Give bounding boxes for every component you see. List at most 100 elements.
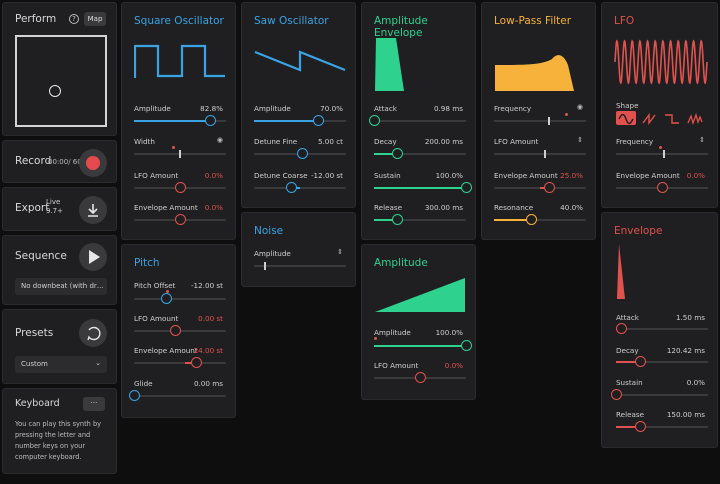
- slider-knob[interactable]: [205, 115, 217, 126]
- eye-icon[interactable]: ◉: [576, 103, 583, 111]
- slider-knob[interactable]: [657, 182, 668, 193]
- filter-env-value: 25.0%: [560, 171, 583, 180]
- slider-knob[interactable]: [170, 325, 182, 336]
- slider-knob[interactable]: [175, 182, 186, 193]
- frequency-slider[interactable]: [494, 116, 586, 126]
- decay-slider[interactable]: [374, 148, 466, 159]
- pitch-panel: Pitch Pitch Offset -12.00 st LFO Amount …: [121, 244, 236, 418]
- help-icon[interactable]: ?: [69, 14, 79, 24]
- sequence-select[interactable]: No downbeat (with dr…: [15, 278, 107, 295]
- record-button[interactable]: [79, 149, 107, 177]
- sustain-slider[interactable]: [374, 182, 472, 193]
- slider-knob[interactable]: [415, 372, 426, 383]
- attack-value: 0.98 ms: [433, 104, 463, 113]
- slider-knob[interactable]: [461, 182, 472, 193]
- slider-knob[interactable]: [129, 390, 140, 401]
- square-lfo-value: 0.0%: [204, 171, 223, 180]
- env-decay-slider[interactable]: [616, 356, 708, 367]
- shape-saw-button[interactable]: [639, 111, 659, 126]
- slider-knob[interactable]: [611, 389, 622, 400]
- slider-knob[interactable]: [296, 148, 308, 159]
- slider-handle[interactable]: [264, 262, 267, 270]
- slider-handle[interactable]: [543, 150, 546, 158]
- glide-value: 0.00 ms: [193, 379, 223, 388]
- saw-amplitude-slider[interactable]: [254, 115, 346, 126]
- attack-slider[interactable]: [369, 115, 466, 126]
- lfo-amount-slider[interactable]: [616, 182, 708, 193]
- slider-knob[interactable]: [525, 214, 537, 225]
- preset-select[interactable]: Custom ⌄: [15, 356, 107, 373]
- keyboard-menu-button[interactable]: ···: [83, 397, 105, 411]
- xy-pad-cursor[interactable]: [49, 85, 61, 97]
- preset-reset-button[interactable]: [79, 319, 107, 347]
- filter-env-slider[interactable]: [494, 182, 586, 193]
- slider-handle[interactable]: [662, 150, 665, 158]
- amplitude-modulation-dot: [374, 337, 377, 340]
- square-amplitude-slider[interactable]: [134, 115, 226, 126]
- pitch-lfo-slider[interactable]: [134, 325, 226, 336]
- env-attack-slider[interactable]: [615, 323, 708, 334]
- detune-fine-slider[interactable]: [254, 148, 346, 159]
- slider-knob[interactable]: [392, 214, 403, 225]
- square-lfo-slider[interactable]: [134, 182, 226, 193]
- slider-knob[interactable]: [190, 357, 202, 368]
- amplitude-envelope-display: [375, 38, 404, 91]
- chevron-down-icon: ⌄: [95, 359, 101, 367]
- pitch-env-slider[interactable]: [134, 357, 226, 368]
- env-release-slider[interactable]: [616, 421, 708, 432]
- slider-knob[interactable]: [313, 115, 325, 126]
- detune-coarse-slider[interactable]: [254, 182, 346, 193]
- resonance-slider[interactable]: [494, 214, 586, 225]
- slider-knob[interactable]: [285, 182, 297, 193]
- detune-coarse-label: Detune Coarse: [254, 171, 308, 180]
- slider-knob[interactable]: [461, 340, 472, 351]
- shape-square-button[interactable]: [662, 111, 682, 125]
- saw-oscillator-panel: Saw Oscillator Amplitude 70.0% Detune Fi…: [241, 2, 356, 208]
- square-width-slider[interactable]: [134, 149, 226, 159]
- slider-handle[interactable]: [548, 117, 551, 125]
- slider-knob[interactable]: [161, 293, 173, 304]
- noise-title: Noise: [254, 225, 284, 237]
- release-slider[interactable]: [374, 214, 466, 225]
- lfo-frequency-slider[interactable]: [616, 149, 708, 159]
- slider-knob[interactable]: [615, 323, 627, 334]
- noise-amplitude-slider[interactable]: [254, 261, 346, 271]
- slider-knob[interactable]: [634, 356, 646, 367]
- play-button[interactable]: [79, 243, 107, 271]
- low-pass-filter-title: Low-Pass Filter: [494, 15, 572, 27]
- slider-handle[interactable]: [179, 150, 181, 158]
- slider-knob[interactable]: [544, 182, 556, 193]
- sort-arrows-icon[interactable]: ⇕: [337, 248, 343, 256]
- square-width-modulation-dot: [172, 146, 175, 149]
- eye-icon[interactable]: ◉: [216, 136, 223, 144]
- square-env-slider[interactable]: [134, 214, 226, 225]
- amplitude-lfo-label: LFO Amount: [374, 361, 419, 370]
- download-button[interactable]: [79, 196, 107, 224]
- pitch-offset-modulation-dot: [166, 290, 169, 293]
- pitch-offset-slider[interactable]: [134, 293, 226, 304]
- shape-random-button[interactable]: [685, 111, 705, 126]
- slider-knob[interactable]: [634, 421, 646, 432]
- sort-arrows-icon[interactable]: ⇕: [577, 136, 583, 144]
- env-sustain-slider[interactable]: [611, 389, 708, 400]
- shape-label: Shape: [616, 101, 639, 110]
- amplitude-amount-label: Amplitude: [374, 328, 411, 337]
- noise-amplitude-label: Amplitude: [254, 249, 291, 258]
- map-button[interactable]: Map: [84, 12, 106, 26]
- slider-knob[interactable]: [175, 214, 186, 225]
- envelope-display: [617, 244, 625, 299]
- slider-knob[interactable]: [369, 115, 380, 126]
- perform-panel: Perform ? Map: [2, 2, 117, 136]
- amplitude-lfo-slider[interactable]: [374, 372, 466, 383]
- amplitude-envelope-title: Amplitude Envelope: [374, 15, 428, 39]
- filter-lfo-slider[interactable]: [494, 149, 586, 159]
- sort-arrows-icon[interactable]: ⇕: [699, 136, 705, 144]
- glide-slider[interactable]: [129, 390, 226, 401]
- amplitude-amount-slider[interactable]: [374, 340, 472, 351]
- xy-pad[interactable]: [15, 35, 107, 127]
- shape-sine-button[interactable]: [616, 111, 636, 125]
- saw-amplitude-value: 70.0%: [320, 104, 343, 113]
- lfo-panel: LFO Shape Frequency ⇕ Envelope Amount 0.…: [601, 2, 718, 208]
- slider-knob[interactable]: [392, 148, 403, 159]
- sequence-title: Sequence: [15, 250, 67, 262]
